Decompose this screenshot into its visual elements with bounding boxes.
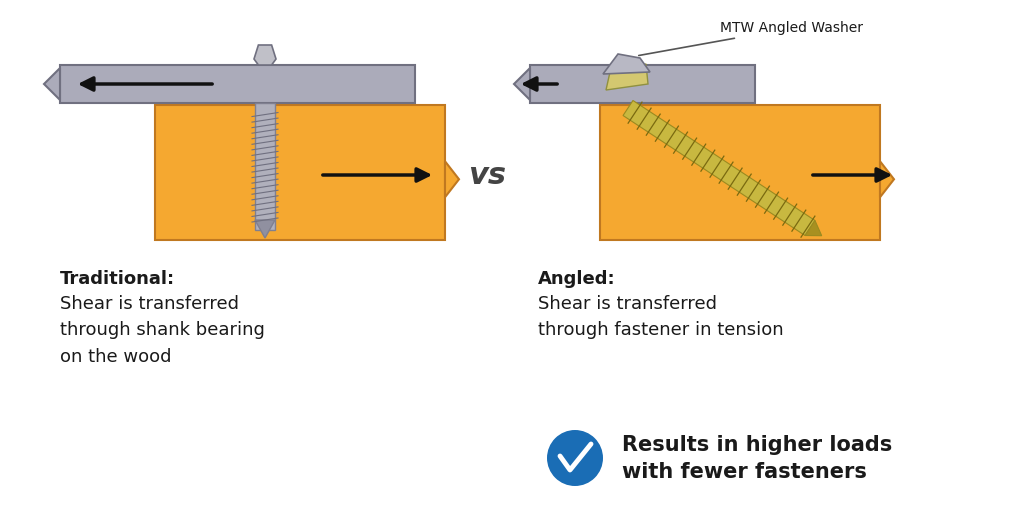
Polygon shape: [514, 68, 530, 100]
Text: Shear is transferred
through shank bearing
on the wood: Shear is transferred through shank beari…: [60, 295, 265, 366]
FancyBboxPatch shape: [255, 103, 275, 230]
Polygon shape: [44, 68, 60, 100]
Polygon shape: [603, 54, 650, 74]
Polygon shape: [805, 220, 821, 236]
Circle shape: [547, 430, 603, 486]
FancyBboxPatch shape: [600, 105, 880, 240]
Polygon shape: [606, 64, 648, 90]
Text: Shear is transferred
through fastener in tension: Shear is transferred through fastener in…: [538, 295, 783, 340]
FancyBboxPatch shape: [60, 65, 415, 103]
Text: vs: vs: [468, 161, 506, 189]
FancyBboxPatch shape: [155, 105, 445, 240]
FancyBboxPatch shape: [530, 65, 755, 103]
Text: Traditional:: Traditional:: [60, 270, 175, 288]
Polygon shape: [623, 100, 815, 236]
Text: Results in higher loads
with fewer fasteners: Results in higher loads with fewer faste…: [622, 435, 892, 482]
Polygon shape: [255, 220, 275, 238]
Polygon shape: [445, 161, 459, 197]
Polygon shape: [880, 161, 894, 197]
Text: MTW Angled Washer: MTW Angled Washer: [639, 21, 863, 56]
Text: Angled:: Angled:: [538, 270, 615, 288]
Polygon shape: [254, 45, 276, 65]
